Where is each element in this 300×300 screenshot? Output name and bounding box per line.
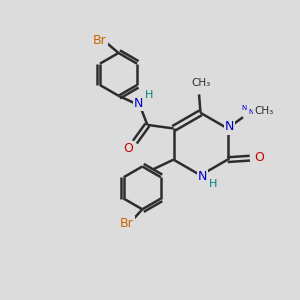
Text: H: H	[145, 90, 154, 100]
Text: Br: Br	[93, 34, 107, 47]
Text: N: N	[249, 109, 254, 115]
Text: N: N	[252, 111, 257, 117]
Text: O: O	[123, 142, 133, 155]
Text: N: N	[198, 170, 207, 183]
Text: N: N	[225, 121, 234, 134]
Text: O: O	[254, 151, 264, 164]
Text: Br: Br	[120, 217, 134, 230]
Text: N: N	[134, 97, 143, 110]
Text: CH₃: CH₃	[254, 106, 274, 116]
Text: CH₃: CH₃	[191, 78, 210, 88]
Text: H: H	[209, 178, 217, 189]
Text: N: N	[242, 105, 247, 111]
